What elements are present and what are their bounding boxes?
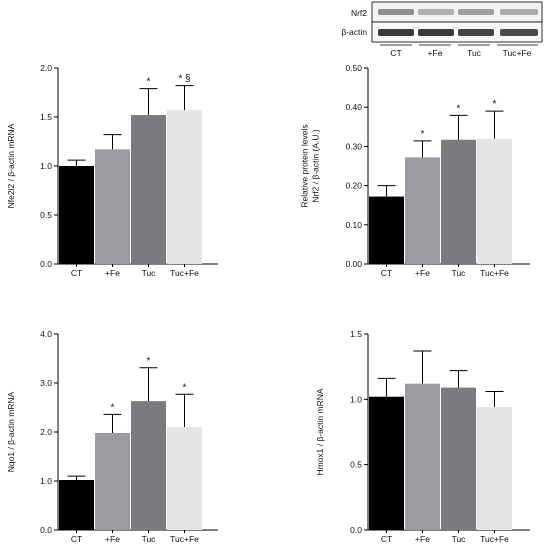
blot-lane-label: Tuc+Fe xyxy=(503,48,532,58)
y-tick-label: 0.0 xyxy=(40,525,52,535)
y-tick-label: 4.0 xyxy=(40,329,52,339)
bar xyxy=(95,149,130,264)
y-tick-label: 0.30 xyxy=(345,141,362,151)
x-tick-label: Tuc+Fe xyxy=(170,268,199,278)
bar xyxy=(369,196,404,264)
y-tick-label: 0.50 xyxy=(345,63,362,73)
blot-lane-label: Tuc xyxy=(467,48,482,58)
bar xyxy=(167,427,202,530)
blot-band xyxy=(500,29,538,36)
x-tick-label: Tuc xyxy=(142,534,157,544)
y-tick-label: 1.0 xyxy=(40,161,52,171)
bar xyxy=(59,480,94,530)
blot-band xyxy=(458,29,494,36)
x-tick-label: Tuc+Fe xyxy=(480,534,509,544)
y-tick-label: 1.0 xyxy=(350,394,362,404)
significance-marker: * § xyxy=(178,74,190,85)
blot-band xyxy=(500,9,538,15)
y-tick-label: 1.5 xyxy=(350,329,362,339)
y-tick-label: 0.0 xyxy=(350,525,362,535)
x-tick-label: Tuc xyxy=(452,534,467,544)
y-tick-label: 0.20 xyxy=(345,181,362,191)
y-axis-label: Nqo1 / β-actin mRNA xyxy=(6,391,16,472)
significance-marker: * xyxy=(147,77,151,88)
bar xyxy=(131,115,166,264)
y-tick-label: 0.5 xyxy=(40,210,52,220)
x-tick-label: +Fe xyxy=(415,534,430,544)
y-axis-label: Nfe2l2 / β-actin mRNA xyxy=(6,123,16,208)
significance-marker: * xyxy=(457,103,461,114)
x-tick-label: Tuc+Fe xyxy=(170,534,199,544)
x-tick-label: +Fe xyxy=(415,268,430,278)
blot-lane-label: +Fe xyxy=(428,48,443,58)
blot-band xyxy=(378,9,414,15)
chart-bottom-left: 0.0 1.0 2.0 3.0 4.0 CT +Fe * Tuc * Tuc+Fe * Nqo1 / β… xyxy=(6,329,218,544)
x-tick-label: Tuc xyxy=(142,268,157,278)
y-tick-label: 2.0 xyxy=(40,427,52,437)
bar xyxy=(131,401,166,530)
x-tick-label: CT xyxy=(71,534,82,544)
bar xyxy=(405,157,440,264)
significance-marker: * xyxy=(147,356,151,367)
bar xyxy=(477,407,512,530)
bar-charts: 0.00.51.01.52.0CT +Fe Tuc*Tuc+Fe* §Nfe2l2 … xyxy=(6,63,530,544)
significance-marker: * xyxy=(183,382,187,393)
significance-marker: * xyxy=(111,402,115,413)
x-tick-label: CT xyxy=(71,268,82,278)
blot-actin-row xyxy=(371,21,543,43)
y-tick-label: 2.0 xyxy=(40,63,52,73)
western-blot: Nrf2 β-actin CT +Fe Tuc Tuc+Fe xyxy=(341,1,543,58)
significance-marker: * xyxy=(421,129,425,140)
bar xyxy=(441,139,476,264)
y-tick-label: 0.0 xyxy=(40,259,52,269)
bar xyxy=(369,396,404,530)
bar xyxy=(59,166,94,264)
y-tick-label: 0.5 xyxy=(350,460,362,470)
x-tick-label: Tuc+Fe xyxy=(480,268,509,278)
y-tick-label: 1.5 xyxy=(40,112,52,122)
blot-band xyxy=(418,29,454,36)
x-tick-label: CT xyxy=(381,268,392,278)
blot-band xyxy=(458,9,494,15)
bar xyxy=(405,383,440,530)
y-axis-label: Nrf2 / β-actin (A.U.) xyxy=(311,129,321,203)
y-tick-label: 0.10 xyxy=(345,220,362,230)
x-tick-label: +Fe xyxy=(105,534,120,544)
y-axis-label: Hmox1 / β-actin mRNA xyxy=(315,388,325,475)
blot-row-label-nrf2: Nrf2 xyxy=(351,8,367,18)
bar xyxy=(95,432,130,530)
x-tick-label: Tuc xyxy=(452,268,467,278)
bar xyxy=(477,138,512,264)
x-tick-label: CT xyxy=(381,534,392,544)
blot-band xyxy=(418,9,454,15)
blot-lane-label: CT xyxy=(390,48,401,58)
y-axis-label: Relative protein levels xyxy=(300,124,310,207)
y-tick-label: 3.0 xyxy=(40,378,52,388)
y-tick-label: 1.0 xyxy=(40,476,52,486)
chart-bottom-right: 0.0 0.5 1.0 1.5 CT +Fe Tuc Tuc+Fe Hmox1 / β-acti… xyxy=(315,329,530,544)
significance-marker: * xyxy=(493,99,497,110)
blot-row-label-actin: β-actin xyxy=(341,27,367,37)
chart-top-left: 0.0 0.5 1.0 1.5 2.0 CT +Fe Tuc * Tuc+Fe * § Nfe2l2 … xyxy=(6,63,218,278)
y-tick-label: 0.40 xyxy=(345,102,362,112)
bar xyxy=(167,110,202,264)
x-tick-label: +Fe xyxy=(105,268,120,278)
chart-top-right: 0.00 0.10 0.20 0.30 0.40 0.50 CT +Fe * Tuc * Tuc+Fe… xyxy=(300,63,530,278)
blot-band xyxy=(378,29,414,36)
bar xyxy=(441,387,476,530)
y-tick-label: 0.00 xyxy=(345,259,362,269)
